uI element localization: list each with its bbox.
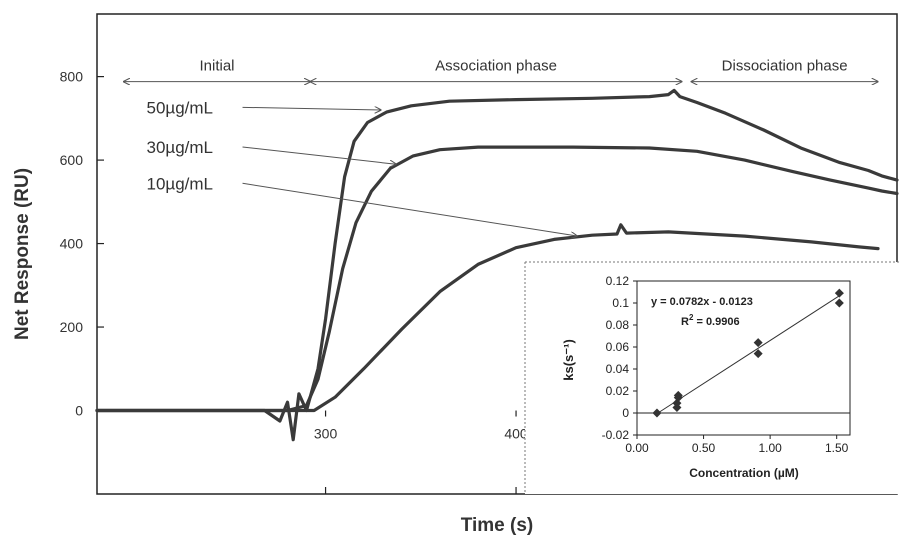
phase-label-association-phase: Association phase xyxy=(435,57,557,74)
inset-x-tick-label-1-50: 1.50 xyxy=(825,441,849,455)
inset-plot-frame xyxy=(636,280,851,436)
inset-data-point-6 xyxy=(753,349,763,359)
inset-y-tick-label-0: 0 xyxy=(622,406,629,420)
series-line-50-g-ml xyxy=(95,88,899,442)
main-x-tick-label-300: 300 xyxy=(314,426,338,442)
inset-data-point-9 xyxy=(834,288,844,298)
inset-x-tick-label-1-00: 1.00 xyxy=(758,441,782,455)
inset-equation: y = 0.0782x - 0.0123 xyxy=(651,296,753,308)
series-label-50-g-ml: 50µg/mL xyxy=(147,98,214,117)
main-y-tick-label-200: 200 xyxy=(60,319,84,335)
inset-x-tick-label-0-00: 0.00 xyxy=(625,441,649,455)
inset-r2-label: R xyxy=(681,316,689,328)
main-x-axis-label: Time (s) xyxy=(461,515,534,536)
inset-plot-area: -0.02 0 0.02 0.04 0.06 0.08 0.1 0.12 0.00 0.50 1.0… xyxy=(602,274,850,455)
series-pointer-30-g-ml xyxy=(242,146,397,164)
inset-y-tick-label-0-1: 0.1 xyxy=(612,296,629,310)
inset-y-tick-label-0-04: 0.04 xyxy=(606,362,630,376)
inset-trendline xyxy=(656,292,844,415)
inset-y-tick-label-0-08: 0.08 xyxy=(606,318,630,332)
main-x-tick-label-400: 400 xyxy=(504,426,528,442)
inset-y-axis-label: ks(s⁻¹) xyxy=(561,339,576,381)
phase-label-initial: Initial xyxy=(199,57,234,74)
inset-r2: R2 = 0.9906 xyxy=(681,313,740,328)
series-line-30-g-ml xyxy=(95,145,899,413)
inset-r2-value: = 0.9906 xyxy=(693,316,739,328)
inset-data-point-5 xyxy=(673,390,683,400)
series-label-10-g-ml: 10µg/mL xyxy=(147,174,214,193)
main-plot-frame xyxy=(96,13,898,495)
phase-label-dissociation-phase: Dissociation phase xyxy=(722,57,848,74)
main-y-axis-label: Net Response (RU) xyxy=(12,168,33,340)
series-pointer-10-g-ml xyxy=(242,182,577,236)
inset-data-point-1 xyxy=(652,408,662,418)
main-y-tick-label-0: 0 xyxy=(75,403,83,419)
inset-y-tick-label-0-02: -0.02 xyxy=(602,428,630,442)
inset-r2-sup: 2 xyxy=(689,313,694,322)
main-y-tick-label-600: 600 xyxy=(60,152,84,168)
inset-y-tick-label-0-06: 0.06 xyxy=(606,340,630,354)
main-y-tick-label-400: 400 xyxy=(60,236,84,252)
inset-x-tick-label-0-50: 0.50 xyxy=(692,441,716,455)
inset-x-axis-label: Concentration (µM) xyxy=(689,466,799,480)
inset-data-point-8 xyxy=(834,298,844,308)
inset-data-point-7 xyxy=(753,338,763,348)
inset-y-tick-label-0-02: 0.02 xyxy=(606,384,630,398)
inset-y-tick-label-0-12: 0.12 xyxy=(606,274,630,288)
main-y-tick-label-800: 800 xyxy=(60,69,84,85)
inset-chart: -0.02 0 0.02 0.04 0.06 0.08 0.1 0.12 0.00 0.50 1.0… xyxy=(524,261,899,494)
series-pointer-50-g-ml xyxy=(242,107,381,110)
series-label-30-g-ml: 30µg/mL xyxy=(147,138,214,157)
